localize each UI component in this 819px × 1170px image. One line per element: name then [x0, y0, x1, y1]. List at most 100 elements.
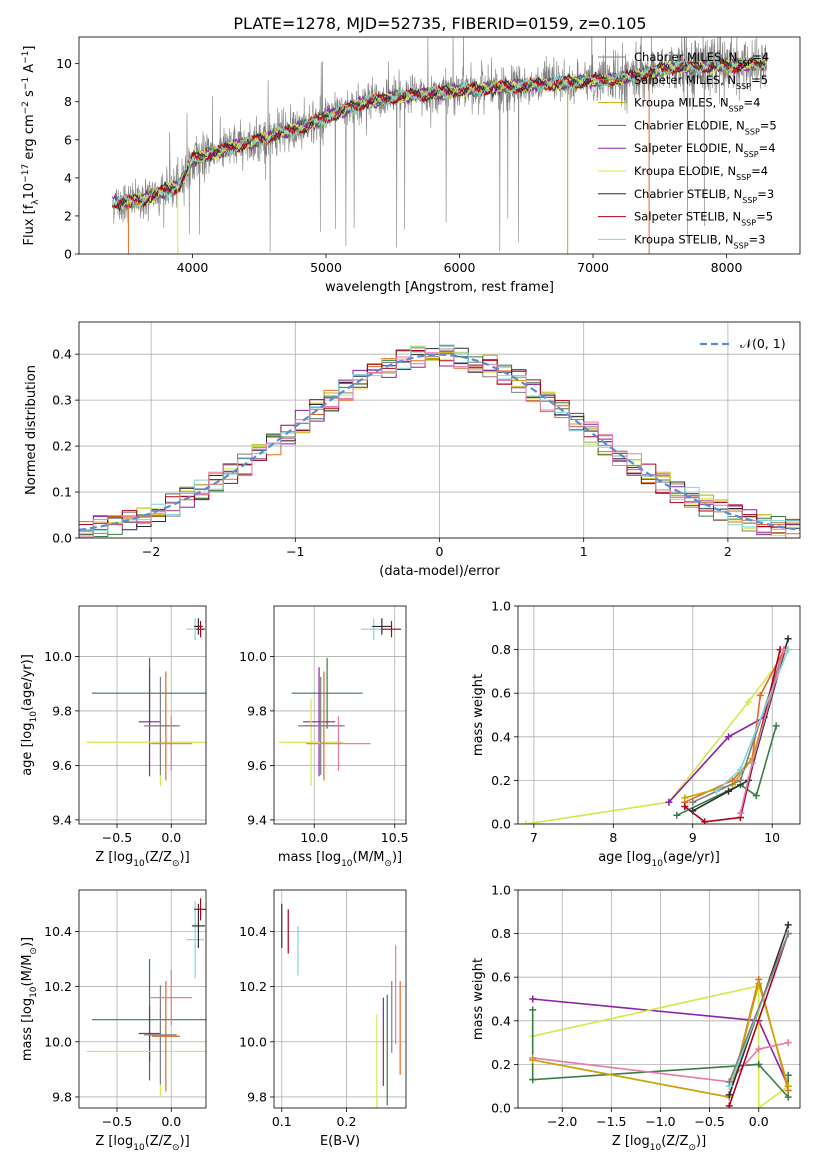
x-tick-label: 5000	[310, 260, 342, 275]
model-spectrum-line	[112, 57, 767, 209]
weight-marker	[784, 1093, 792, 1101]
weight-marker	[529, 1056, 537, 1064]
weight-marker	[689, 807, 697, 815]
errorbar-point	[151, 981, 180, 1092]
y-tick-label: 10.0	[44, 649, 72, 664]
axes-frame	[273, 605, 407, 825]
y-tick-label: 0.6	[491, 686, 511, 701]
errorbar-point	[278, 698, 344, 786]
y-tick-label: 0.0	[491, 1101, 511, 1116]
mass-vs-ebv-panel: 0.1 0.2 9.8 10.0 10.2 10.4 E(B-V)	[239, 889, 407, 1149]
weight-marker	[744, 698, 752, 706]
weight-marker	[736, 809, 744, 817]
axes: −0.5 0.0 9.4 9.6 9.8 10.0 Z [log10(Z/Z⊙)] age […	[20, 605, 207, 869]
weight-series-line	[532, 1041, 789, 1083]
y-tick-label: 0.2	[52, 439, 72, 454]
errorbar-point	[372, 618, 392, 635]
errorbar-point	[138, 1005, 161, 1062]
y-tick-label: 9.4	[247, 812, 267, 827]
legend-entry: Salpeter ELODIE, NSSP=4	[634, 141, 776, 159]
mass-vs-metallicity-panel: −0.5 0.0 9.8 10.0 10.2 10.4 Z [log10(Z/Z⊙)] mas…	[20, 889, 207, 1153]
weight-series-line	[692, 638, 789, 812]
model-spectrum-line	[111, 55, 767, 209]
x-tick-label: 0.1	[272, 1114, 292, 1129]
y-tick-label: 1.0	[491, 599, 511, 614]
axes: 10.0 10.5 9.4 9.6 9.8 10.0 mass [log10(M/M⊙)]	[239, 605, 409, 869]
errorbar-point	[150, 970, 192, 1026]
x-tick-label: 0.0	[161, 830, 181, 845]
weight-marker	[748, 759, 756, 767]
y-tick-label: 0.4	[491, 1013, 511, 1028]
plot-area	[281, 903, 401, 1108]
weight-marker	[529, 1006, 537, 1014]
y-tick-label: 0.2	[491, 1057, 511, 1072]
weight-marker	[725, 1078, 733, 1086]
y-axis-label: Normed distribution	[24, 365, 39, 495]
y-tick-label: 0.4	[52, 347, 72, 362]
y-tick-label: 1.0	[491, 883, 511, 898]
legend-entry: Chabrier ELODIE, NSSP=5	[634, 118, 777, 136]
y-tick-label: 0.1	[52, 485, 72, 500]
weight-marker	[725, 1102, 733, 1108]
x-tick-label: 0	[436, 544, 444, 559]
legend-entry: Chabrier STELIB, NSSP=3	[634, 187, 774, 205]
y-tick-label: 10	[56, 56, 72, 71]
weight-vs-age-panel: 7 8 9 10 0.0 0.2 0.4 0.6 0.8 1.0 age [log10(age/yr…	[471, 599, 801, 869]
weight-series-line	[525, 649, 789, 824]
errorbar-point	[194, 898, 206, 921]
y-tick-label: 0.8	[491, 926, 511, 941]
weight-marker	[673, 811, 681, 819]
weight-marker	[681, 794, 689, 802]
x-axis-label: age [log10(age/yr)]	[598, 850, 720, 869]
y-axis-label: mass weight	[471, 674, 486, 756]
x-tick-label: 7	[530, 830, 538, 845]
y-tick-label: 9.8	[52, 703, 72, 718]
errorbar-point	[291, 657, 363, 729]
errorbar-point	[298, 676, 344, 775]
y-tick-label: 10.0	[44, 1034, 72, 1049]
x-tick-label: −1.0	[645, 1114, 675, 1129]
weight-marker	[755, 1104, 763, 1108]
axes-frame	[78, 36, 801, 255]
grid	[79, 890, 206, 1108]
model-spectrum-line	[111, 56, 767, 209]
residual-histogram-line	[79, 350, 800, 528]
weight-marker	[755, 980, 763, 988]
weight-series-line	[676, 725, 777, 817]
y-tick-label: 0.6	[491, 970, 511, 985]
x-tick-label: 0.0	[161, 1114, 181, 1129]
x-tick-label: 9	[689, 830, 697, 845]
x-tick-label: 2	[724, 544, 732, 559]
legend-entry: Salpeter STELIB, NSSP=5	[634, 210, 773, 228]
errorbar-point	[144, 985, 177, 1085]
weight-marker	[725, 787, 733, 795]
weight-series-line	[728, 933, 789, 1107]
weight-series-line	[728, 933, 789, 1083]
y-axis-label: mass [log10(M/M⊙)]	[20, 937, 39, 1061]
y-tick-label: 9.6	[247, 758, 267, 773]
y-tick-label: 4	[64, 170, 72, 185]
weight-marker	[725, 733, 733, 741]
errorbar-point	[306, 716, 371, 771]
axes-frame	[517, 605, 801, 825]
axes-frame	[517, 889, 801, 1109]
errorbar-point	[302, 667, 336, 777]
x-tick-label: −1	[286, 544, 304, 559]
errorbar-point	[150, 716, 192, 771]
x-axis-label: mass [log10(M/M⊙)]	[278, 850, 402, 869]
axes-frame	[78, 889, 207, 1109]
y-tick-label: 10.4	[239, 924, 267, 939]
errorbar-point	[196, 620, 205, 638]
weight-series-line	[532, 980, 789, 1099]
x-axis-label: (data-model)/error	[379, 564, 500, 579]
y-tick-label: 10.4	[44, 924, 72, 939]
weight-vs-metallicity-panel: −2.0 −1.5 −1.0 −0.5 0.0 0.0 0.2 0.4 0.6 0.8 1.0 Z […	[471, 883, 801, 1153]
y-axis-label: mass weight	[471, 958, 486, 1040]
axes: −2.0 −1.5 −1.0 −0.5 0.0 0.0 0.2 0.4 0.6 0.8 1.0 Z […	[471, 883, 801, 1153]
x-axis-label: Z [log10(Z/Z⊙)]	[95, 850, 189, 869]
axes-frame	[273, 889, 407, 1109]
weight-marker	[784, 635, 792, 643]
y-tick-label: 0	[64, 247, 72, 262]
axes-frame	[78, 605, 207, 825]
